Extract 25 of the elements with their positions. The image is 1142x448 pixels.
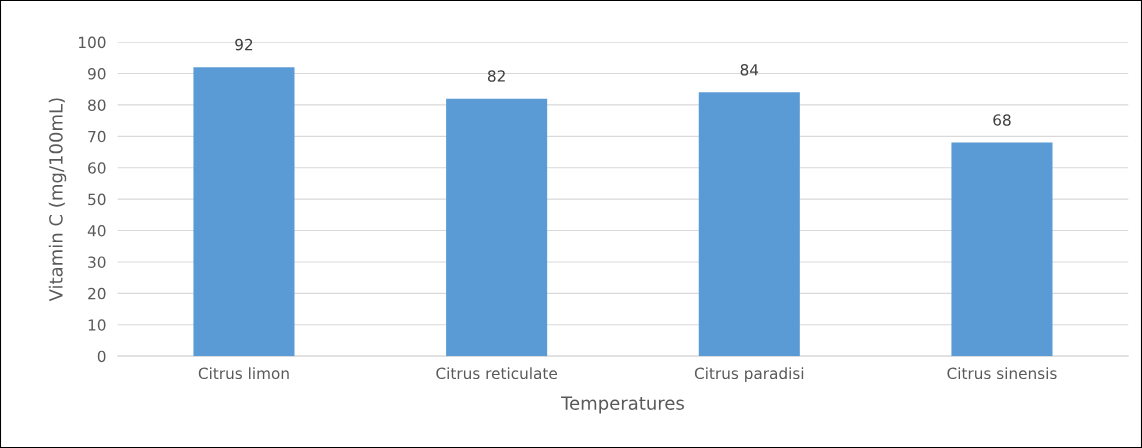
y-tick-label: 60 [88, 162, 106, 174]
bar [193, 67, 295, 357]
y-tick-label: 40 [87, 225, 106, 237]
y-tick-label: 90 [88, 67, 106, 80]
x-tick-label: Citrus sinensis [947, 367, 1057, 380]
y-tick-label: 20 [88, 287, 106, 300]
bar [446, 98, 548, 357]
x-axis-title: Temperatures [561, 396, 684, 414]
y-tick-label: 100 [79, 36, 106, 49]
data-label: 92 [235, 38, 253, 51]
x-tick-label: Citrus paradisi [694, 367, 804, 383]
y-tick-label: 80 [88, 99, 106, 111]
y-tick-label: 50 [88, 193, 106, 206]
y-tick-label: 70 [88, 130, 106, 143]
data-label: 82 [487, 70, 505, 82]
data-label: 84 [740, 63, 759, 76]
y-tick-label: 30 [88, 256, 106, 268]
bar [698, 92, 800, 357]
y-tick-label: 0 [97, 350, 106, 363]
bar [951, 142, 1053, 357]
x-tick-label: Citrus reticulate [436, 367, 557, 380]
y-tick-label: 10 [88, 319, 106, 331]
data-label: 68 [993, 114, 1011, 126]
x-tick-label: Citrus limon [198, 367, 289, 380]
y-axis-title: Vitamin C (mg/100mL) [48, 98, 67, 302]
